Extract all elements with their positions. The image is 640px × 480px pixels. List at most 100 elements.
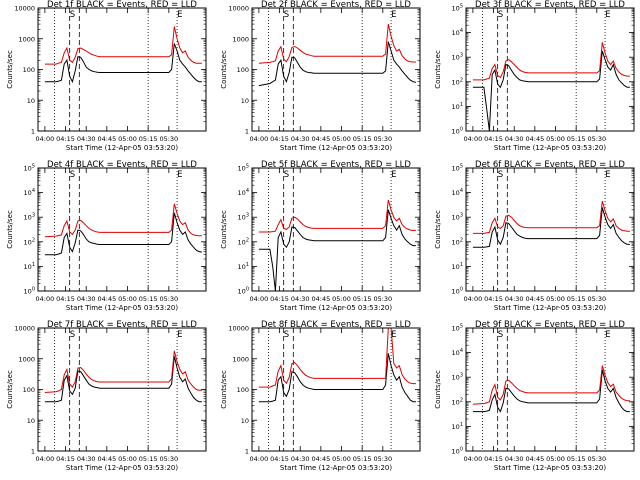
series-line-events <box>472 50 630 132</box>
series-line-events <box>472 369 630 413</box>
series-line-events <box>258 353 416 403</box>
chart-title: Det 6f BLACK = Events, RED = LLD <box>475 160 625 170</box>
y-axis-label: Counts/sec <box>220 50 228 89</box>
plot-frame <box>465 7 635 132</box>
x-tick-label: 05:00 <box>546 295 565 303</box>
plot-frame <box>465 327 635 452</box>
x-axis-label: Start Time (12-Apr-05 03:53:20) <box>494 464 606 472</box>
x-tick-label: 05:15 <box>353 455 372 463</box>
y-tick-label: 105 <box>452 324 463 333</box>
y-tick-label: 105 <box>24 164 35 173</box>
chart-title: Det 5f BLACK = Events, RED = LLD <box>261 160 411 170</box>
x-tick-label: 04:15 <box>56 135 75 143</box>
chart-title: Det 4f BLACK = Events, RED = LLD <box>47 160 197 170</box>
x-tick-label: 04:15 <box>484 135 503 143</box>
marker-label: E <box>177 10 182 20</box>
x-tick-label: 04:45 <box>525 135 544 143</box>
x-tick-label: 05:15 <box>353 135 372 143</box>
x-tick-label: 04:15 <box>270 135 289 143</box>
x-tick-label: 05:30 <box>159 135 178 143</box>
y-axis-label: Counts/sec <box>434 50 442 89</box>
x-tick-label: 04:30 <box>291 455 310 463</box>
y-tick-label: 101 <box>452 102 463 111</box>
chart-title: Det 8f BLACK = Events, RED = LLD <box>261 320 411 330</box>
y-tick-label: 10 <box>27 417 35 425</box>
x-tick-label: 04:15 <box>56 455 75 463</box>
x-tick-label: 04:45 <box>311 295 330 303</box>
y-tick-label: 101 <box>238 262 249 271</box>
x-tick-label: 04:00 <box>250 135 269 143</box>
y-tick-label: 10000 <box>14 5 35 13</box>
marker-label: E <box>605 10 610 20</box>
x-tick-label: 05:00 <box>118 135 137 143</box>
x-tick-label: 04:30 <box>505 295 524 303</box>
chart-title: Det 7f BLACK = Events, RED = LLD <box>47 320 197 330</box>
y-tick-label: 10000 <box>228 5 249 13</box>
marker-label: E <box>177 170 182 180</box>
y-tick-label: 100 <box>23 386 35 394</box>
y-axis-label: Counts/sec <box>220 210 228 249</box>
x-tick-label: 05:30 <box>373 455 392 463</box>
marker-label: S <box>70 330 75 340</box>
x-tick-label: 05:15 <box>567 295 586 303</box>
y-axis-label: Counts/sec <box>6 370 14 409</box>
y-tick-label: 102 <box>452 237 463 246</box>
x-tick-label: 04:30 <box>505 135 524 143</box>
chart-title: Det 1f BLACK = Events, RED = LLD <box>47 0 197 10</box>
y-tick-label: 102 <box>24 237 35 246</box>
x-tick-label: 05:15 <box>353 295 372 303</box>
y-tick-label: 103 <box>452 213 463 222</box>
y-tick-label: 103 <box>452 53 463 62</box>
y-tick-label: 10000 <box>14 325 35 333</box>
x-tick-label: 04:00 <box>464 135 483 143</box>
x-tick-label: 04:30 <box>291 295 310 303</box>
x-tick-label: 05:00 <box>332 455 351 463</box>
x-tick-label: 05:00 <box>332 135 351 143</box>
y-tick-label: 100 <box>452 127 463 136</box>
x-tick-label: 04:00 <box>36 135 55 143</box>
marker-label: E <box>391 10 396 20</box>
x-axis-label: Start Time (12-Apr-05 03:53:20) <box>280 464 392 472</box>
x-tick-label: 04:00 <box>36 455 55 463</box>
series-line-lld <box>472 42 630 81</box>
plot-frame <box>37 167 207 292</box>
y-tick-label: 10 <box>241 97 249 105</box>
series-line-events <box>44 356 202 403</box>
x-tick-label: 05:00 <box>332 295 351 303</box>
y-tick-label: 101 <box>452 262 463 271</box>
x-tick-label: 05:30 <box>587 295 606 303</box>
x-axis-label: Start Time (12-Apr-05 03:53:20) <box>66 144 178 152</box>
series-line-events <box>258 41 417 87</box>
x-tick-label: 04:00 <box>250 455 269 463</box>
marker-label: S <box>284 330 289 340</box>
series-line-events <box>44 212 202 256</box>
x-tick-label: 04:45 <box>525 455 544 463</box>
y-axis-label: Counts/sec <box>434 210 442 249</box>
x-axis-label: Start Time (12-Apr-05 03:53:20) <box>66 464 178 472</box>
y-tick-label: 1 <box>245 448 249 456</box>
marker-label: S <box>498 330 503 340</box>
y-tick-label: 1000 <box>232 355 249 363</box>
y-tick-label: 104 <box>452 188 463 197</box>
y-tick-label: 101 <box>24 262 35 271</box>
y-tick-label: 102 <box>452 397 463 406</box>
y-tick-label: 104 <box>452 28 463 37</box>
x-axis-label: Start Time (12-Apr-05 03:53:20) <box>494 144 606 152</box>
series-line-events <box>258 209 416 292</box>
y-tick-label: 100 <box>452 447 463 456</box>
x-tick-label: 04:45 <box>97 135 116 143</box>
y-tick-label: 101 <box>452 422 463 431</box>
y-axis-label: Counts/sec <box>6 210 14 249</box>
y-tick-label: 102 <box>238 237 249 246</box>
marker-label: S <box>498 170 503 180</box>
x-tick-label: 05:15 <box>139 455 158 463</box>
x-tick-label: 05:15 <box>139 135 158 143</box>
y-tick-label: 100 <box>238 287 249 296</box>
x-tick-label: 04:00 <box>36 295 55 303</box>
plot-frame <box>251 167 421 292</box>
marker-label: E <box>391 170 396 180</box>
